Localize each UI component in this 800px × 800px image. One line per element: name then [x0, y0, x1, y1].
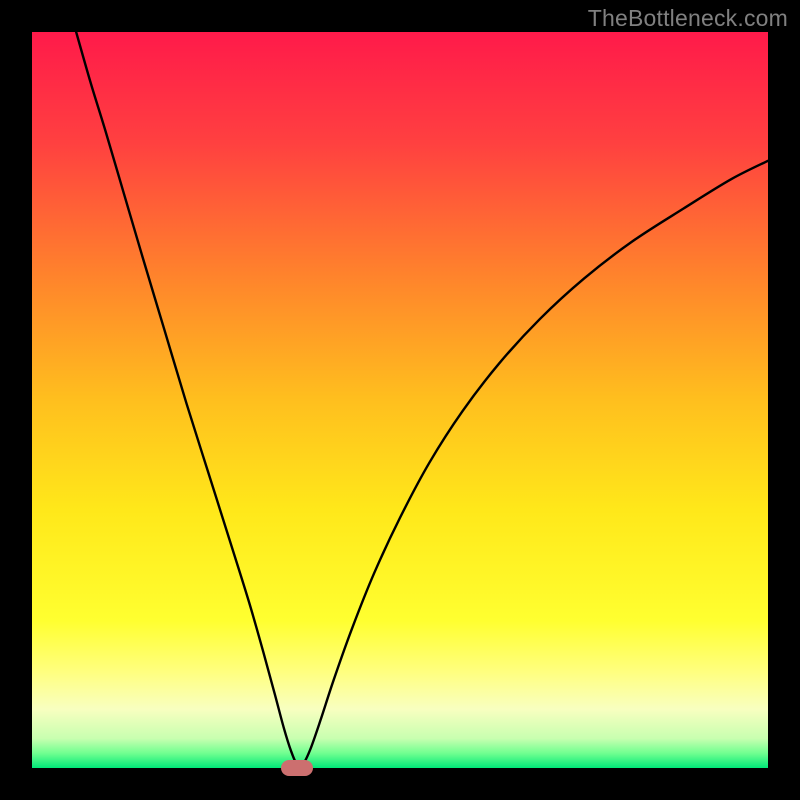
- chart-canvas: TheBottleneck.com: [0, 0, 800, 800]
- plot-gradient-bg: [32, 32, 768, 768]
- min-marker: [281, 760, 313, 776]
- watermark-text: TheBottleneck.com: [588, 5, 788, 32]
